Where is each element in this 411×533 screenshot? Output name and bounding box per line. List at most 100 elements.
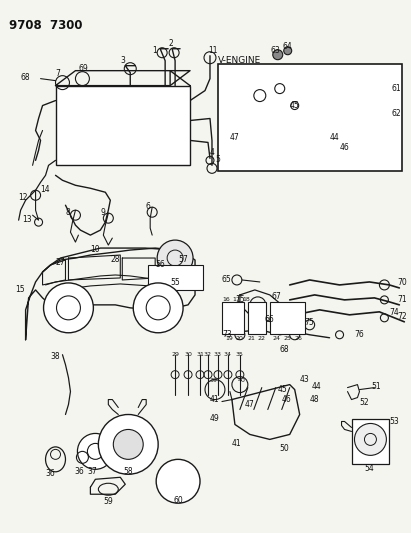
- Text: 39: 39: [210, 377, 218, 383]
- Text: 47: 47: [230, 133, 240, 142]
- Text: 75: 75: [305, 318, 314, 327]
- Text: 69: 69: [79, 63, 88, 72]
- Text: 31: 31: [196, 352, 204, 357]
- Text: 45: 45: [290, 101, 300, 110]
- Text: 9708  7300: 9708 7300: [9, 19, 82, 32]
- Text: 6: 6: [145, 202, 150, 211]
- Bar: [222, 302, 244, 334]
- Text: 2: 2: [168, 39, 173, 48]
- Bar: [55, 86, 190, 165]
- Text: 54: 54: [365, 464, 374, 473]
- Circle shape: [273, 50, 283, 60]
- Text: 1: 1: [152, 46, 157, 55]
- Text: 65: 65: [222, 275, 232, 284]
- Circle shape: [133, 283, 183, 333]
- Text: 22: 22: [258, 336, 266, 341]
- Text: 4: 4: [210, 148, 215, 157]
- Text: 37: 37: [88, 467, 97, 477]
- Text: 20: 20: [236, 336, 244, 341]
- Text: 43: 43: [300, 375, 309, 384]
- Text: 59: 59: [104, 497, 113, 506]
- Text: 72: 72: [397, 312, 407, 321]
- Text: 15: 15: [235, 295, 245, 304]
- Text: 68: 68: [21, 72, 30, 82]
- Bar: [270, 302, 305, 334]
- Text: 15: 15: [16, 285, 25, 294]
- Text: 60: 60: [173, 496, 183, 505]
- Text: 61: 61: [391, 84, 401, 93]
- Text: 52: 52: [360, 398, 369, 407]
- Text: V-ENGINE: V-ENGINE: [218, 56, 261, 64]
- Text: 73: 73: [222, 330, 232, 339]
- Text: 44: 44: [312, 382, 321, 391]
- Text: 64: 64: [283, 42, 293, 51]
- Text: 28: 28: [110, 255, 120, 264]
- Bar: [351, 419, 389, 464]
- Circle shape: [113, 430, 143, 459]
- Text: 29: 29: [171, 352, 179, 357]
- Text: 19: 19: [225, 336, 233, 341]
- Text: 58: 58: [123, 467, 133, 477]
- Text: 51: 51: [372, 382, 381, 391]
- Text: 70: 70: [397, 278, 407, 287]
- Text: 17: 17: [232, 297, 240, 302]
- Text: 24: 24: [273, 336, 281, 341]
- Text: 18: 18: [242, 297, 249, 302]
- Circle shape: [157, 240, 193, 276]
- Text: 62: 62: [391, 109, 401, 118]
- Text: 27: 27: [55, 258, 65, 267]
- Text: 46: 46: [339, 143, 349, 152]
- Text: 40: 40: [238, 377, 246, 383]
- Text: 21: 21: [248, 336, 256, 341]
- Text: 56: 56: [155, 260, 165, 269]
- Circle shape: [77, 433, 113, 470]
- Text: 46: 46: [282, 394, 291, 403]
- Text: 41: 41: [232, 439, 242, 448]
- Bar: [148, 265, 203, 290]
- Text: 50: 50: [280, 445, 289, 454]
- Text: 12: 12: [18, 193, 28, 202]
- Text: 3: 3: [120, 56, 125, 64]
- Text: 32: 32: [204, 352, 212, 357]
- Text: 26: 26: [295, 336, 302, 341]
- Circle shape: [355, 423, 386, 455]
- Text: 48: 48: [309, 394, 319, 403]
- Circle shape: [98, 415, 158, 474]
- Text: 30: 30: [184, 352, 192, 357]
- Bar: [248, 302, 266, 334]
- Text: 9: 9: [100, 208, 105, 217]
- Text: 7: 7: [55, 69, 60, 78]
- Text: 13: 13: [23, 215, 32, 224]
- Text: 11: 11: [208, 46, 217, 55]
- Text: 44: 44: [330, 133, 339, 142]
- Text: 36: 36: [74, 467, 84, 477]
- Text: 35: 35: [236, 352, 244, 357]
- Text: 68: 68: [280, 345, 289, 354]
- Text: 53: 53: [389, 417, 399, 426]
- Text: 63: 63: [271, 46, 281, 55]
- Text: 33: 33: [214, 352, 222, 357]
- Text: 14: 14: [41, 185, 50, 194]
- Text: 38: 38: [51, 352, 60, 361]
- Text: 34: 34: [224, 352, 232, 357]
- Circle shape: [156, 459, 200, 503]
- Text: 66: 66: [265, 315, 275, 324]
- Text: 71: 71: [397, 295, 407, 304]
- Text: 45: 45: [278, 385, 288, 393]
- Bar: [218, 63, 402, 171]
- Text: 41: 41: [210, 394, 219, 403]
- Text: 76: 76: [355, 330, 364, 339]
- Circle shape: [44, 283, 93, 333]
- Text: 55: 55: [170, 278, 180, 287]
- Text: 74: 74: [389, 308, 399, 317]
- Text: 57: 57: [178, 255, 188, 264]
- Text: 10: 10: [90, 245, 100, 254]
- Text: 49: 49: [210, 415, 220, 424]
- Circle shape: [284, 47, 292, 55]
- Text: 36: 36: [46, 470, 55, 478]
- Text: 16: 16: [222, 297, 230, 302]
- Text: 8: 8: [65, 208, 70, 217]
- Text: 25: 25: [284, 336, 292, 341]
- Text: 5: 5: [215, 156, 220, 164]
- Text: 67: 67: [272, 292, 282, 301]
